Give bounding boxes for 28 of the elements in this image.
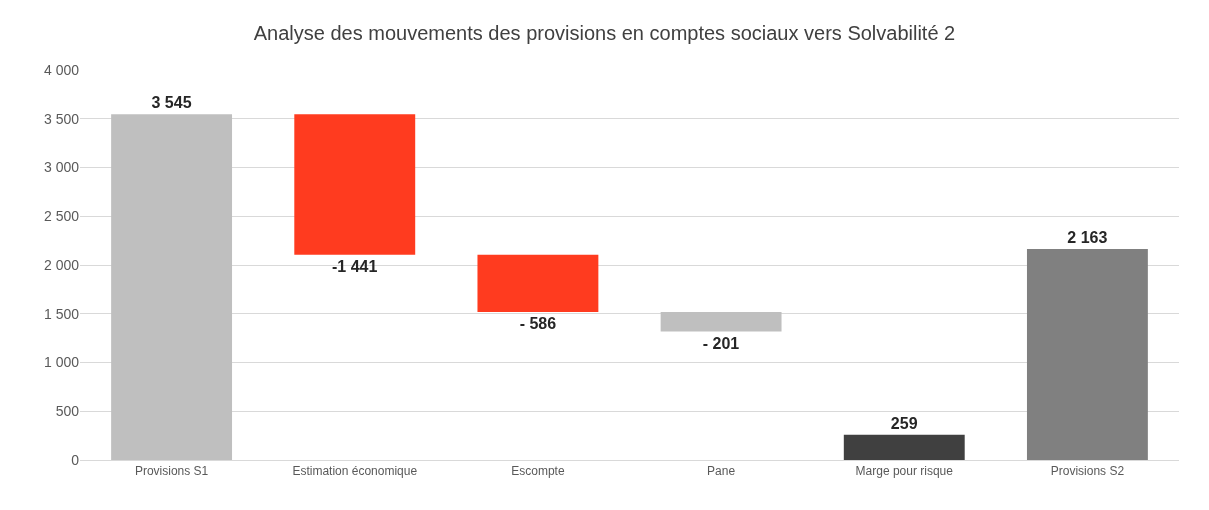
- x-tick-label: Provisions S1: [134, 464, 209, 479]
- bar: [660, 312, 782, 332]
- bar: [1026, 249, 1148, 460]
- data-label: 2 163: [1067, 229, 1108, 247]
- chart-title: Analyse des mouvements des provisions en comptes sociaux vers Solvabilité 2: [253, 21, 956, 44]
- bar: [477, 254, 599, 312]
- x-tick-label: Escompte: [511, 464, 565, 479]
- y-tick-label: 500: [55, 403, 80, 420]
- data-label: 3 545: [151, 94, 192, 112]
- y-tick-label: 1 000: [43, 354, 80, 371]
- x-tick-label: Marge pour risque: [855, 464, 954, 479]
- x-tick-label: Estimation économique: [292, 464, 418, 479]
- y-tick-label: 0: [71, 451, 80, 468]
- y-tick-label: 2 000: [43, 256, 80, 273]
- y-tick-label: 4 000: [43, 61, 80, 78]
- bar: [843, 434, 965, 460]
- y-tick-label: 3 500: [43, 110, 80, 127]
- x-tick-label: Pane: [707, 464, 736, 479]
- bar: [294, 114, 416, 255]
- bar: [111, 114, 233, 460]
- data-label: -1 441: [332, 257, 378, 275]
- y-tick-label: 1 500: [43, 305, 80, 322]
- data-label: 259: [890, 414, 918, 432]
- y-tick-label: 2 500: [43, 208, 80, 225]
- data-label: - 201: [702, 334, 740, 352]
- x-tick-label: Provisions S2: [1050, 464, 1125, 479]
- y-tick-label: 3 000: [43, 159, 80, 176]
- data-label: - 586: [519, 315, 557, 332]
